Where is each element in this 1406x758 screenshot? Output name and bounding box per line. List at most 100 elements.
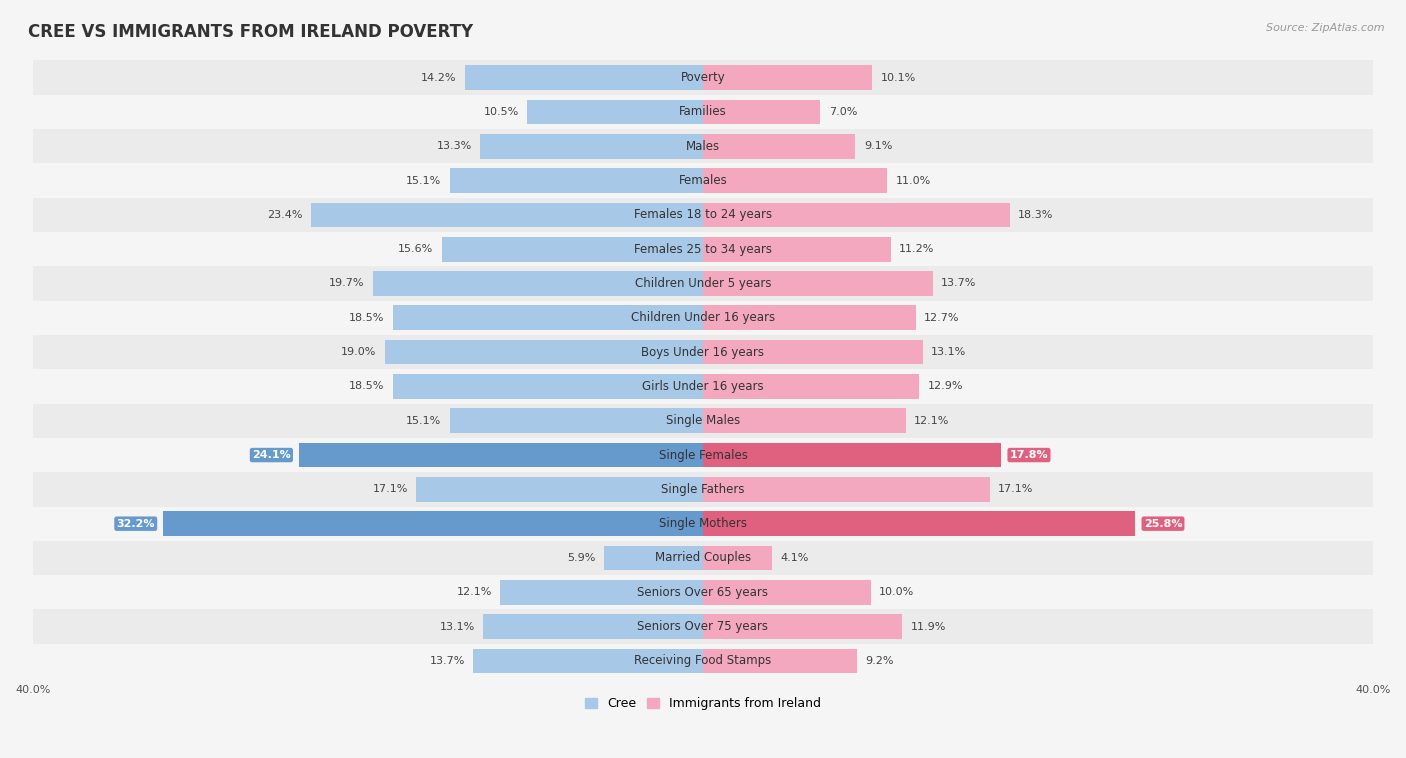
Bar	[703, 271, 932, 296]
Bar	[703, 443, 1001, 468]
Text: 32.2%: 32.2%	[117, 518, 155, 528]
Text: Source: ZipAtlas.com: Source: ZipAtlas.com	[1267, 23, 1385, 33]
Bar	[501, 580, 703, 605]
Bar	[605, 546, 703, 570]
Text: 13.1%: 13.1%	[440, 622, 475, 631]
Text: 11.0%: 11.0%	[896, 176, 931, 186]
Bar	[394, 305, 703, 330]
Bar	[703, 236, 890, 262]
Text: 12.9%: 12.9%	[928, 381, 963, 391]
Bar	[703, 512, 1136, 536]
Bar	[450, 409, 703, 433]
Text: 7.0%: 7.0%	[828, 107, 858, 117]
Text: 17.1%: 17.1%	[373, 484, 408, 494]
Text: 9.2%: 9.2%	[866, 656, 894, 666]
Text: Poverty: Poverty	[681, 71, 725, 84]
Bar	[32, 369, 1374, 403]
Bar	[32, 472, 1374, 506]
Bar	[311, 202, 703, 227]
Text: 12.1%: 12.1%	[457, 587, 492, 597]
Bar	[703, 134, 855, 158]
Text: 9.1%: 9.1%	[863, 141, 893, 152]
Bar	[163, 512, 703, 536]
Bar	[32, 164, 1374, 198]
Bar	[32, 506, 1374, 540]
Bar	[32, 609, 1374, 644]
Bar	[703, 546, 772, 570]
Bar	[474, 649, 703, 673]
Bar	[32, 301, 1374, 335]
Bar	[703, 65, 872, 90]
Text: 10.1%: 10.1%	[880, 73, 915, 83]
Text: Married Couples: Married Couples	[655, 552, 751, 565]
Bar	[703, 202, 1010, 227]
Text: Single Mothers: Single Mothers	[659, 517, 747, 530]
Bar	[32, 266, 1374, 301]
Bar	[32, 438, 1374, 472]
Text: Single Males: Single Males	[666, 414, 740, 428]
Text: 23.4%: 23.4%	[267, 210, 302, 220]
Bar	[703, 649, 858, 673]
Bar	[32, 129, 1374, 164]
Bar	[416, 477, 703, 502]
Text: 19.7%: 19.7%	[329, 278, 364, 289]
Text: 19.0%: 19.0%	[340, 347, 377, 357]
Text: 15.1%: 15.1%	[406, 415, 441, 426]
Bar	[32, 575, 1374, 609]
Bar	[703, 374, 920, 399]
Bar	[32, 232, 1374, 266]
Bar	[703, 305, 915, 330]
Text: Females 18 to 24 years: Females 18 to 24 years	[634, 208, 772, 221]
Text: Single Females: Single Females	[658, 449, 748, 462]
Bar	[394, 374, 703, 399]
Bar	[32, 95, 1374, 129]
Text: Females 25 to 34 years: Females 25 to 34 years	[634, 243, 772, 255]
Bar	[441, 236, 703, 262]
Text: 11.9%: 11.9%	[911, 622, 946, 631]
Bar	[527, 99, 703, 124]
Text: Seniors Over 75 years: Seniors Over 75 years	[637, 620, 769, 633]
Bar	[465, 65, 703, 90]
Text: 15.6%: 15.6%	[398, 244, 433, 254]
Text: Receiving Food Stamps: Receiving Food Stamps	[634, 654, 772, 667]
Text: Girls Under 16 years: Girls Under 16 years	[643, 380, 763, 393]
Text: 10.5%: 10.5%	[484, 107, 519, 117]
Text: 5.9%: 5.9%	[568, 553, 596, 563]
Bar	[703, 477, 990, 502]
Text: Families: Families	[679, 105, 727, 118]
Bar	[32, 403, 1374, 438]
Text: 12.1%: 12.1%	[914, 415, 949, 426]
Text: Single Fathers: Single Fathers	[661, 483, 745, 496]
Text: Males: Males	[686, 139, 720, 153]
Bar	[703, 340, 922, 365]
Bar	[703, 168, 887, 193]
Bar	[299, 443, 703, 468]
Text: 14.2%: 14.2%	[422, 73, 457, 83]
Text: 18.5%: 18.5%	[349, 381, 385, 391]
Text: Boys Under 16 years: Boys Under 16 years	[641, 346, 765, 359]
Text: 10.0%: 10.0%	[879, 587, 914, 597]
Bar	[703, 99, 820, 124]
Bar	[32, 540, 1374, 575]
Text: Females: Females	[679, 174, 727, 187]
Text: 25.8%: 25.8%	[1143, 518, 1182, 528]
Bar	[32, 335, 1374, 369]
Text: CREE VS IMMIGRANTS FROM IRELAND POVERTY: CREE VS IMMIGRANTS FROM IRELAND POVERTY	[28, 23, 474, 41]
Text: 12.7%: 12.7%	[924, 313, 960, 323]
Bar	[385, 340, 703, 365]
Bar	[373, 271, 703, 296]
Bar	[703, 409, 905, 433]
Text: Seniors Over 65 years: Seniors Over 65 years	[637, 586, 769, 599]
Text: Children Under 5 years: Children Under 5 years	[634, 277, 772, 290]
Bar	[703, 614, 903, 639]
Bar	[703, 580, 870, 605]
Text: 17.8%: 17.8%	[1010, 450, 1049, 460]
Bar	[32, 644, 1374, 678]
Legend: Cree, Immigrants from Ireland: Cree, Immigrants from Ireland	[579, 692, 827, 715]
Text: 18.3%: 18.3%	[1018, 210, 1053, 220]
Text: 18.5%: 18.5%	[349, 313, 385, 323]
Text: Children Under 16 years: Children Under 16 years	[631, 312, 775, 324]
Text: 13.7%: 13.7%	[941, 278, 976, 289]
Bar	[479, 134, 703, 158]
Text: 15.1%: 15.1%	[406, 176, 441, 186]
